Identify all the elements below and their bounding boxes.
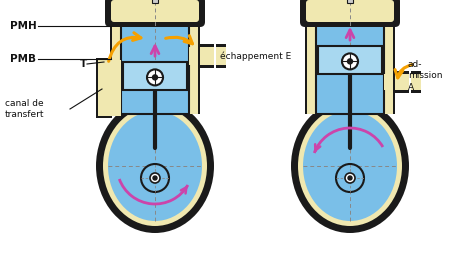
Circle shape bbox=[141, 164, 169, 192]
Circle shape bbox=[153, 75, 157, 80]
Bar bbox=[200, 47, 214, 65]
Bar bbox=[411, 71, 421, 93]
Bar bbox=[318, 46, 382, 74]
Bar bbox=[152, 0, 158, 3]
Ellipse shape bbox=[108, 111, 202, 221]
Bar bbox=[384, 19, 393, 114]
Bar bbox=[121, 19, 189, 114]
Bar bbox=[216, 47, 226, 65]
Bar bbox=[110, 60, 121, 116]
Text: T: T bbox=[80, 59, 87, 69]
Ellipse shape bbox=[291, 99, 409, 233]
Bar bbox=[98, 60, 112, 116]
FancyBboxPatch shape bbox=[111, 0, 199, 22]
Bar bbox=[395, 74, 409, 90]
Text: PMH: PMH bbox=[10, 21, 37, 31]
Circle shape bbox=[153, 176, 157, 180]
Ellipse shape bbox=[298, 106, 402, 226]
Ellipse shape bbox=[303, 111, 397, 221]
FancyBboxPatch shape bbox=[105, 0, 205, 27]
Bar bbox=[189, 47, 198, 65]
Bar bbox=[189, 19, 198, 114]
Circle shape bbox=[345, 173, 355, 183]
Bar bbox=[112, 19, 121, 114]
Text: PMB: PMB bbox=[10, 54, 36, 64]
Text: échappement E: échappement E bbox=[220, 51, 291, 61]
Circle shape bbox=[147, 69, 163, 85]
Text: ad-
mission
A: ad- mission A bbox=[408, 60, 443, 92]
Bar bbox=[200, 44, 214, 68]
Bar bbox=[384, 74, 393, 90]
Bar bbox=[216, 44, 226, 68]
Bar bbox=[189, 19, 200, 114]
Ellipse shape bbox=[103, 106, 207, 226]
Bar bbox=[96, 58, 112, 118]
Text: canal de
transfert: canal de transfert bbox=[5, 99, 45, 119]
Bar bbox=[384, 19, 395, 114]
Bar bbox=[110, 19, 121, 114]
Bar bbox=[395, 71, 409, 93]
Circle shape bbox=[348, 176, 352, 180]
Bar bbox=[347, 0, 353, 3]
Bar bbox=[123, 62, 187, 90]
Circle shape bbox=[150, 173, 160, 183]
FancyBboxPatch shape bbox=[300, 0, 400, 27]
Ellipse shape bbox=[96, 99, 214, 233]
Bar bbox=[316, 19, 384, 114]
Circle shape bbox=[347, 59, 353, 64]
Circle shape bbox=[336, 164, 364, 192]
Bar bbox=[307, 19, 316, 114]
Circle shape bbox=[342, 53, 358, 69]
Bar bbox=[411, 74, 421, 90]
FancyBboxPatch shape bbox=[306, 0, 394, 22]
Bar bbox=[305, 19, 316, 114]
